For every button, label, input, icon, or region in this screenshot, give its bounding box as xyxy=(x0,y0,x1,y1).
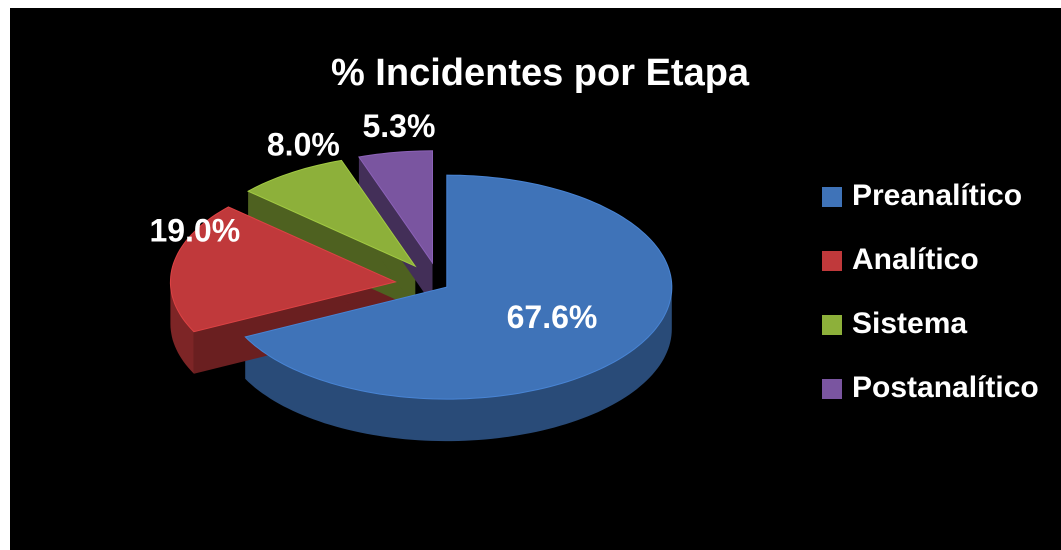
chart-title: % Incidentes por Etapa xyxy=(331,52,750,94)
slice-wall xyxy=(170,281,194,374)
legend-label: Postanalítico xyxy=(852,371,1039,404)
data-label: 8.0% xyxy=(267,127,340,163)
slice xyxy=(246,159,417,268)
data-label: 5.3% xyxy=(362,108,435,144)
data-label: 67.6% xyxy=(507,299,598,335)
legend-label: Analítico xyxy=(852,243,979,276)
slice xyxy=(169,206,397,333)
legend-label: Preanalítico xyxy=(852,179,1022,212)
slice-face xyxy=(358,157,433,305)
slice xyxy=(358,150,433,265)
legend-swatch xyxy=(822,379,842,399)
legend-swatch xyxy=(822,251,842,271)
legend-swatch xyxy=(822,315,842,335)
legend-label: Sistema xyxy=(852,307,967,340)
data-label: 19.0% xyxy=(149,213,240,249)
slice-wall xyxy=(245,287,672,442)
slice xyxy=(244,174,673,400)
legend-swatch xyxy=(822,187,842,207)
slice-side xyxy=(358,157,433,305)
